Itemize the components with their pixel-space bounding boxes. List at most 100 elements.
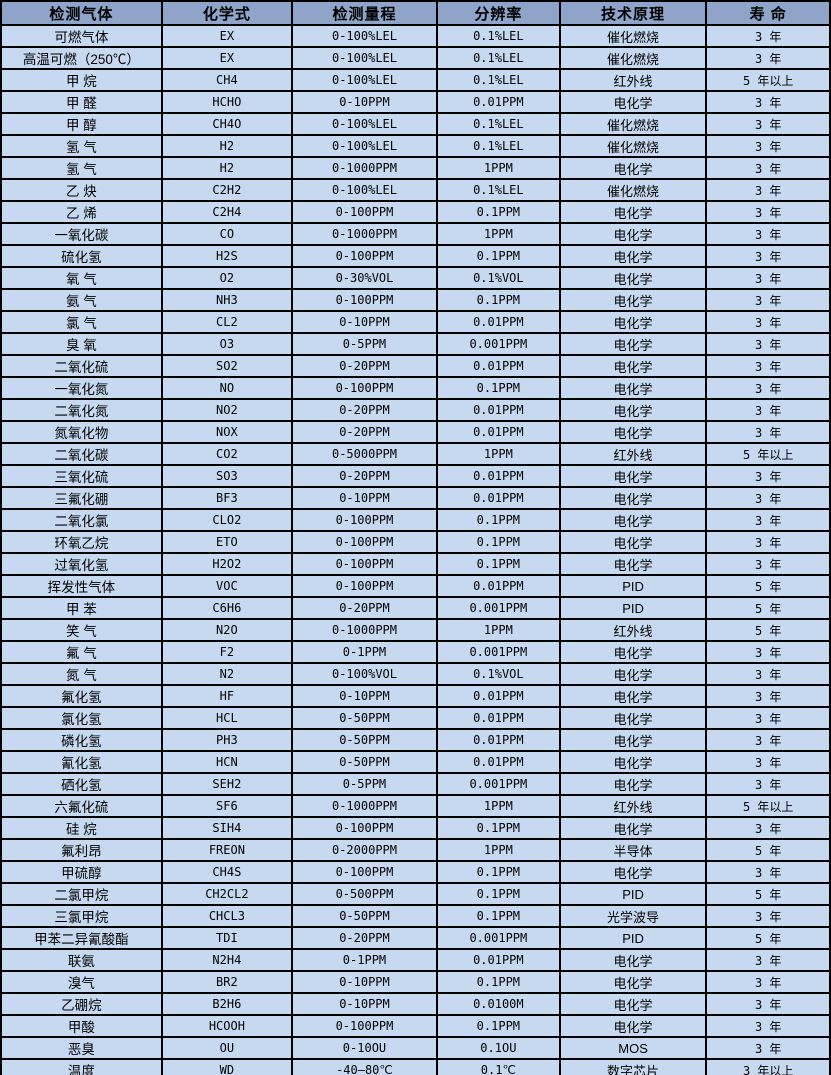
cell-detection-range: 0-20PPM (290, 354, 439, 378)
cell-lifespan: 5 年 (705, 618, 831, 642)
cell-lifespan: 3 年 (705, 1036, 831, 1060)
table-row: 甲 醛 HCHO 0-10PPM 0.01PPM 电化学 3 年 (0, 90, 831, 114)
column-header-gas-name: 检测气体 (0, 0, 163, 26)
cell-resolution: 1PPM (436, 794, 561, 818)
cell-chemical-formula: SO2 (160, 354, 293, 378)
cell-gas-name: 三氯甲烷 (0, 904, 163, 928)
cell-resolution: 0.001PPM (436, 596, 561, 620)
cell-technology: 电化学 (558, 222, 708, 246)
cell-technology: 电化学 (558, 288, 708, 312)
cell-detection-range: 0-20PPM (290, 398, 439, 422)
table-row: 笑 气 N2O 0-1000PPM 1PPM 红外线 5 年 (0, 618, 831, 642)
cell-resolution: 0.01PPM (436, 90, 561, 114)
cell-detection-range: 0-500PPM (290, 882, 439, 906)
cell-lifespan: 3 年 (705, 420, 831, 444)
cell-detection-range: 0-5000PPM (290, 442, 439, 466)
cell-technology: 电化学 (558, 354, 708, 378)
cell-detection-range: 0-100PPM (290, 200, 439, 224)
table-row: 一氧化氮 NO 0-100PPM 0.1PPM 电化学 3 年 (0, 376, 831, 400)
cell-detection-range: 0-100%LEL (290, 112, 439, 136)
cell-technology: 电化学 (558, 970, 708, 994)
cell-detection-range: 0-1PPM (290, 640, 439, 664)
cell-gas-name: 氟 气 (0, 640, 163, 664)
cell-detection-range: 0-50PPM (290, 750, 439, 774)
cell-resolution: 0.01PPM (436, 684, 561, 708)
cell-technology: 电化学 (558, 552, 708, 576)
cell-technology: 电化学 (558, 376, 708, 400)
table-row: 氟化氢 HF 0-10PPM 0.01PPM 电化学 3 年 (0, 684, 831, 708)
cell-gas-name: 硫化氢 (0, 244, 163, 268)
cell-gas-name: 甲 烷 (0, 68, 163, 92)
cell-lifespan: 3 年 (705, 156, 831, 180)
cell-detection-range: 0-50PPM (290, 706, 439, 730)
cell-technology: 电化学 (558, 486, 708, 510)
cell-chemical-formula: ETO (160, 530, 293, 554)
cell-chemical-formula: SO3 (160, 464, 293, 488)
cell-gas-name: 甲 醛 (0, 90, 163, 114)
cell-technology: 红外线 (558, 618, 708, 642)
cell-resolution: 0.1PPM (436, 376, 561, 400)
cell-detection-range: 0-20PPM (290, 926, 439, 950)
cell-lifespan: 5 年以上 (705, 442, 831, 466)
cell-chemical-formula: CO2 (160, 442, 293, 466)
cell-lifespan: 5 年 (705, 926, 831, 950)
cell-gas-name: 二氧化碳 (0, 442, 163, 466)
cell-gas-name: 环氧乙烷 (0, 530, 163, 554)
cell-chemical-formula: H2O2 (160, 552, 293, 576)
cell-technology: PID (558, 596, 708, 620)
table-row: 高温可燃（250℃） EX 0-100%LEL 0.1%LEL 催化燃烧 3 年 (0, 46, 831, 70)
cell-gas-name: 六氟化硫 (0, 794, 163, 818)
cell-detection-range: 0-10PPM (290, 90, 439, 114)
cell-chemical-formula: O3 (160, 332, 293, 356)
cell-technology: 电化学 (558, 398, 708, 422)
cell-gas-name: 乙 烯 (0, 200, 163, 224)
cell-technology: 电化学 (558, 640, 708, 664)
cell-lifespan: 3 年 (705, 772, 831, 796)
cell-detection-range: 0-1000PPM (290, 156, 439, 180)
table-row: 磷化氢 PH3 0-50PPM 0.01PPM 电化学 3 年 (0, 728, 831, 752)
table-row: 甲 烷 CH4 0-100%LEL 0.1%LEL 红外线 5 年以上 (0, 68, 831, 92)
cell-lifespan: 3 年 (705, 486, 831, 510)
cell-lifespan: 5 年 (705, 838, 831, 862)
cell-resolution: 0.01PPM (436, 420, 561, 444)
cell-gas-name: 联氨 (0, 948, 163, 972)
cell-resolution: 1PPM (436, 442, 561, 466)
cell-resolution: 0.001PPM (436, 772, 561, 796)
cell-detection-range: 0-20PPM (290, 464, 439, 488)
cell-lifespan: 3 年 (705, 46, 831, 70)
cell-gas-name: 挥发性气体 (0, 574, 163, 598)
cell-technology: 光学波导 (558, 904, 708, 928)
cell-gas-name: 可燃气体 (0, 24, 163, 48)
cell-technology: 电化学 (558, 750, 708, 774)
cell-detection-range: 0-50PPM (290, 728, 439, 752)
table-row: 二氧化氮 NO2 0-20PPM 0.01PPM 电化学 3 年 (0, 398, 831, 422)
cell-lifespan: 3 年 (705, 134, 831, 158)
cell-detection-range: 0-1PPM (290, 948, 439, 972)
cell-gas-name: 甲 醇 (0, 112, 163, 136)
cell-detection-range: 0-100PPM (290, 816, 439, 840)
cell-resolution: 0.1PPM (436, 288, 561, 312)
column-header-technology: 技术原理 (558, 0, 708, 26)
cell-resolution: 0.1%LEL (436, 46, 561, 70)
cell-gas-name: 一氧化碳 (0, 222, 163, 246)
cell-technology: 电化学 (558, 156, 708, 180)
table-row: 甲苯二异氰酸酯 TDI 0-20PPM 0.001PPM PID 5 年 (0, 926, 831, 950)
cell-technology: 电化学 (558, 90, 708, 114)
cell-resolution: 0.1PPM (436, 244, 561, 268)
cell-chemical-formula: N2H4 (160, 948, 293, 972)
cell-lifespan: 3 年 (705, 904, 831, 928)
cell-detection-range: 0-1000PPM (290, 222, 439, 246)
cell-chemical-formula: CO (160, 222, 293, 246)
table-row: 氯化氢 HCL 0-50PPM 0.01PPM 电化学 3 年 (0, 706, 831, 730)
cell-resolution: 0.01PPM (436, 310, 561, 334)
cell-resolution: 0.1PPM (436, 1014, 561, 1038)
cell-resolution: 1PPM (436, 222, 561, 246)
cell-technology: 催化燃烧 (558, 112, 708, 136)
cell-resolution: 0.0100M (436, 992, 561, 1016)
cell-detection-range: 0-20PPM (290, 420, 439, 444)
cell-gas-name: 甲苯二异氰酸酯 (0, 926, 163, 950)
table-row: 氮 气 N2 0-100%VOL 0.1%VOL 电化学 3 年 (0, 662, 831, 686)
cell-lifespan: 3 年 (705, 508, 831, 532)
cell-detection-range: 0-5PPM (290, 332, 439, 356)
